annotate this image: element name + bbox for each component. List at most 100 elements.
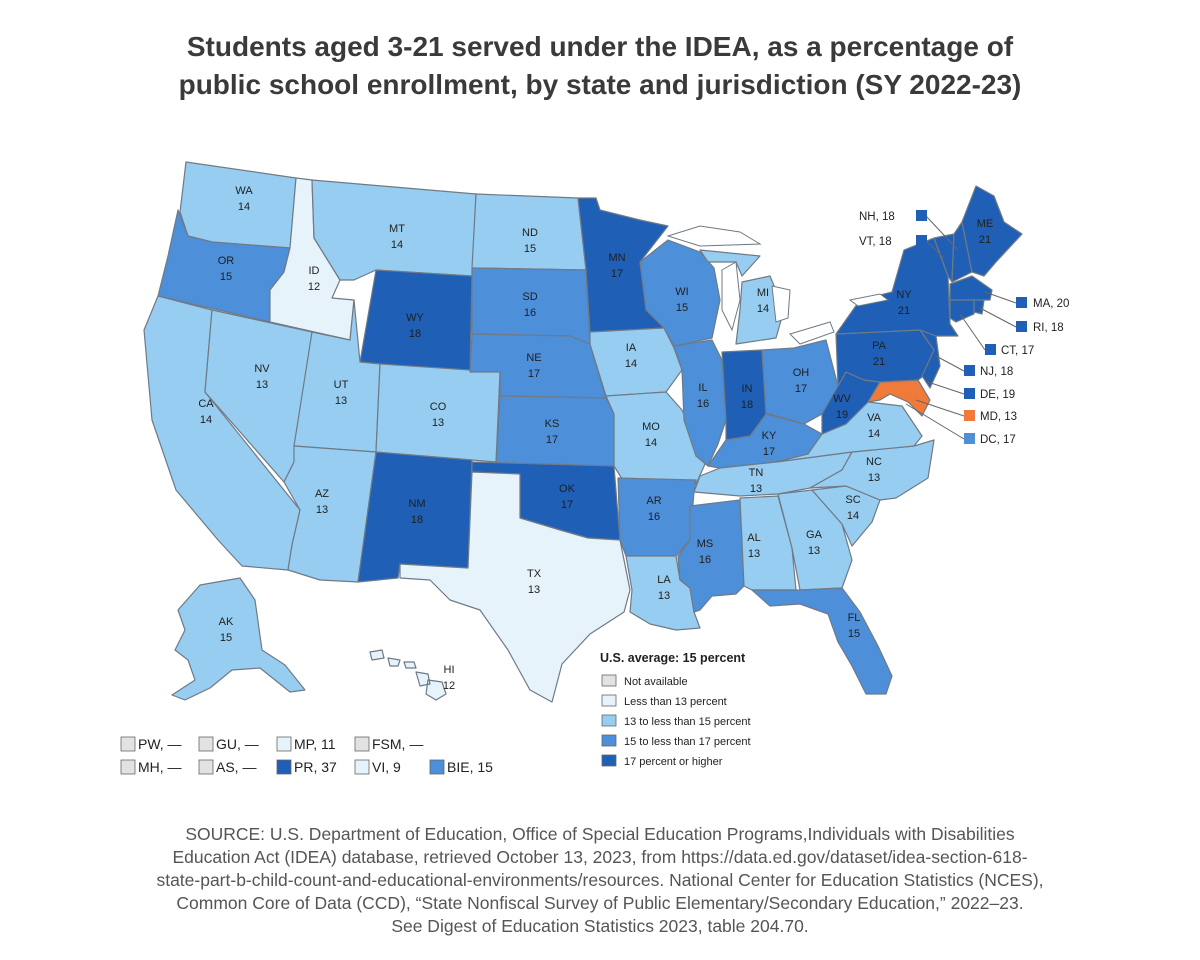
map-title: Students aged 3-21 served under the IDEA… — [0, 28, 1200, 104]
state-md[interactable] — [867, 379, 931, 417]
label-ky-value: 17 — [763, 446, 775, 458]
label-mt-abbr: MT — [389, 223, 405, 235]
state-co[interactable] — [375, 363, 501, 463]
label-ny-abbr: NY — [896, 289, 912, 301]
label-ks-abbr: KS — [545, 418, 560, 430]
legend-label-c4: 17 percent or higher — [624, 756, 723, 768]
label-nm-abbr: NM — [408, 498, 425, 510]
label-va-value: 14 — [868, 428, 880, 440]
label-nm-value: 18 — [411, 514, 423, 526]
territory-swatch-pw — [120, 736, 136, 752]
label-ia-abbr: IA — [626, 342, 637, 354]
label-az-value: 13 — [316, 504, 328, 516]
label-sd-abbr: SD — [522, 291, 537, 303]
territory-mh: MH, — — [138, 759, 182, 775]
state-ma[interactable] — [949, 275, 993, 301]
label-mo-abbr: MO — [642, 421, 660, 433]
callout-dc-label: DC, 17 — [980, 434, 1016, 446]
label-mt-value: 14 — [391, 239, 403, 251]
state-hi[interactable] — [369, 649, 447, 701]
label-la-value: 13 — [658, 590, 670, 602]
state-tx[interactable] — [399, 471, 631, 703]
state-il[interactable] — [673, 339, 727, 467]
label-wi-abbr: WI — [675, 286, 688, 298]
state-ak[interactable] — [171, 577, 306, 701]
label-nc-value: 13 — [868, 472, 880, 484]
state-mi[interactable] — [699, 249, 785, 345]
state-ar[interactable] — [617, 477, 697, 557]
callout-md-swatch — [964, 410, 975, 421]
label-wy-abbr: WY — [406, 312, 424, 324]
territory-swatch-fsm — [354, 736, 370, 752]
territory-fsm: FSM, — — [372, 736, 423, 752]
label-al-abbr: AL — [747, 532, 760, 544]
territory-bie: BIE, 15 — [447, 759, 493, 775]
legend-label-c2: 13 to less than 15 percent — [624, 716, 751, 728]
label-ar-abbr: AR — [646, 495, 661, 507]
label-or-value: 15 — [220, 271, 232, 283]
label-mn-abbr: MN — [608, 252, 625, 264]
callout-ri-label: RI, 18 — [1033, 322, 1064, 334]
northeast-callouts — [905, 215, 1017, 440]
state-mo[interactable] — [605, 391, 707, 485]
callout-de-label: DE, 19 — [980, 389, 1015, 401]
territory-gu: GU, — — [216, 736, 259, 752]
callout-nh-label: NH, 18 — [859, 211, 895, 223]
label-ak-abbr: AK — [219, 616, 234, 628]
great-lakes — [666, 225, 890, 345]
label-ut-abbr: UT — [334, 379, 349, 391]
territory-mp: MP, 11 — [294, 736, 336, 752]
label-la-abbr: LA — [657, 574, 671, 586]
label-hi-abbr: HI — [444, 664, 455, 676]
state-wi[interactable] — [639, 239, 721, 347]
territory-swatch-gu — [198, 736, 214, 752]
label-nv-abbr: NV — [254, 363, 270, 375]
label-ak-value: 15 — [220, 632, 232, 644]
source-line-5: See Digest of Education Statistics 2023,… — [391, 916, 809, 936]
label-ga-abbr: GA — [806, 529, 823, 541]
legend-swatch-c3 — [601, 734, 617, 747]
territory-vi: VI, 9 — [372, 759, 401, 775]
callout-ri-swatch — [1016, 321, 1027, 332]
callout-ma-swatch — [1016, 297, 1027, 308]
label-in-value: 18 — [741, 399, 753, 411]
label-wa-value: 14 — [238, 201, 250, 213]
label-al-value: 13 — [748, 548, 760, 560]
callout-ct-swatch — [985, 344, 996, 355]
state-ct[interactable] — [949, 299, 975, 323]
state-sd[interactable] — [471, 267, 591, 345]
state-la[interactable] — [625, 555, 701, 631]
label-tn-value: 13 — [750, 483, 762, 495]
label-ga-value: 13 — [808, 545, 820, 557]
label-tx-value: 13 — [528, 584, 540, 596]
label-nd-abbr: ND — [522, 227, 538, 239]
state-me[interactable] — [961, 185, 1023, 277]
label-fl-value: 15 — [848, 628, 860, 640]
label-il-value: 16 — [697, 398, 709, 410]
label-az-abbr: AZ — [315, 488, 329, 500]
callout-ct-label: CT, 17 — [1001, 345, 1034, 357]
label-oh-abbr: OH — [793, 367, 810, 379]
label-ks-value: 17 — [546, 434, 558, 446]
label-ut-value: 13 — [335, 395, 347, 407]
label-pa-abbr: PA — [872, 340, 887, 352]
state-ri[interactable] — [973, 299, 985, 315]
label-ok-value: 17 — [561, 499, 573, 511]
territory-swatch-as — [198, 759, 214, 775]
territory-pr: PR, 37 — [294, 759, 337, 775]
label-pa-value: 21 — [873, 356, 885, 368]
callout-nj-label: NJ, 18 — [980, 366, 1013, 378]
label-in-abbr: IN — [742, 383, 753, 395]
label-ca-value: 14 — [200, 414, 212, 426]
label-id-abbr: ID — [309, 265, 320, 277]
state-ks[interactable] — [495, 395, 615, 467]
label-oh-value: 17 — [795, 383, 807, 395]
territory-swatch-mh — [120, 759, 136, 775]
label-ok-abbr: OK — [559, 483, 576, 495]
legend: U.S. average: 15 percent Not available L… — [600, 651, 751, 768]
legend-swatch-na — [601, 674, 617, 687]
label-sc-abbr: SC — [845, 494, 860, 506]
label-il-abbr: IL — [698, 382, 707, 394]
label-nv-value: 13 — [256, 379, 268, 391]
state-fl[interactable] — [751, 587, 893, 695]
